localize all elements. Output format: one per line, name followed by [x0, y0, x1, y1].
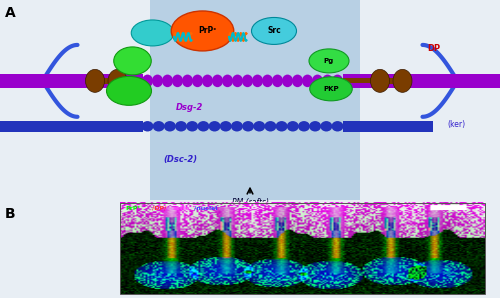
Bar [0, 121, 142, 132]
Ellipse shape [208, 121, 220, 131]
Ellipse shape [198, 121, 209, 131]
Text: PM (rafts): PM (rafts) [232, 198, 268, 207]
Ellipse shape [264, 121, 276, 131]
Ellipse shape [212, 74, 223, 87]
Text: PrPᶜ: PrPᶜ [198, 27, 216, 35]
Ellipse shape [142, 121, 154, 131]
Ellipse shape [310, 77, 352, 101]
Bar [150, 0, 360, 200]
Ellipse shape [131, 20, 174, 46]
Bar [0, 74, 142, 88]
Text: B: B [5, 207, 15, 221]
Ellipse shape [252, 74, 263, 87]
Ellipse shape [322, 74, 333, 87]
Text: Dsg-2: Dsg-2 [176, 103, 204, 112]
Ellipse shape [312, 74, 323, 87]
Text: actin: actin [172, 206, 190, 211]
Ellipse shape [320, 121, 332, 131]
Ellipse shape [192, 74, 203, 87]
Text: (ker): (ker) [448, 120, 466, 129]
Ellipse shape [220, 121, 232, 131]
Ellipse shape [152, 74, 163, 87]
Ellipse shape [242, 74, 253, 87]
Ellipse shape [152, 121, 164, 131]
Text: A: A [5, 6, 16, 20]
Text: DP: DP [428, 44, 440, 53]
Ellipse shape [106, 76, 152, 105]
Ellipse shape [231, 121, 243, 131]
Text: Pg: Pg [324, 58, 334, 64]
Ellipse shape [276, 121, 287, 131]
Bar [380, 78, 402, 84]
Ellipse shape [164, 121, 176, 131]
Text: PKP: PKP [323, 86, 339, 92]
Bar [342, 74, 500, 88]
Ellipse shape [370, 69, 390, 92]
Text: (Dsc-2): (Dsc-2) [163, 155, 197, 164]
Ellipse shape [393, 69, 412, 92]
Bar [342, 121, 432, 132]
Ellipse shape [172, 74, 183, 87]
Ellipse shape [287, 121, 299, 131]
Bar [342, 78, 400, 83]
Ellipse shape [171, 11, 234, 51]
Ellipse shape [86, 69, 104, 92]
Ellipse shape [282, 74, 293, 87]
Ellipse shape [232, 74, 243, 87]
Ellipse shape [142, 74, 153, 87]
Ellipse shape [162, 74, 173, 87]
Ellipse shape [242, 121, 254, 131]
Ellipse shape [252, 18, 296, 44]
Ellipse shape [272, 74, 283, 87]
Ellipse shape [202, 74, 213, 87]
Ellipse shape [332, 74, 343, 87]
Bar [95, 78, 118, 84]
Ellipse shape [309, 121, 321, 131]
Ellipse shape [262, 74, 273, 87]
Ellipse shape [332, 121, 344, 131]
Text: Src: Src [267, 27, 281, 35]
Ellipse shape [175, 121, 187, 131]
Text: /DP/: /DP/ [152, 206, 167, 211]
Ellipse shape [309, 49, 349, 73]
Ellipse shape [108, 69, 127, 92]
Bar [120, 203, 485, 294]
Ellipse shape [114, 47, 151, 75]
Ellipse shape [254, 121, 266, 131]
Ellipse shape [302, 74, 313, 87]
Text: PrPᶜ: PrPᶜ [125, 206, 140, 211]
Ellipse shape [298, 121, 310, 131]
Ellipse shape [292, 74, 303, 87]
Ellipse shape [186, 121, 198, 131]
Ellipse shape [222, 74, 233, 87]
Text: /nuclei: /nuclei [194, 206, 218, 211]
Ellipse shape [182, 74, 193, 87]
